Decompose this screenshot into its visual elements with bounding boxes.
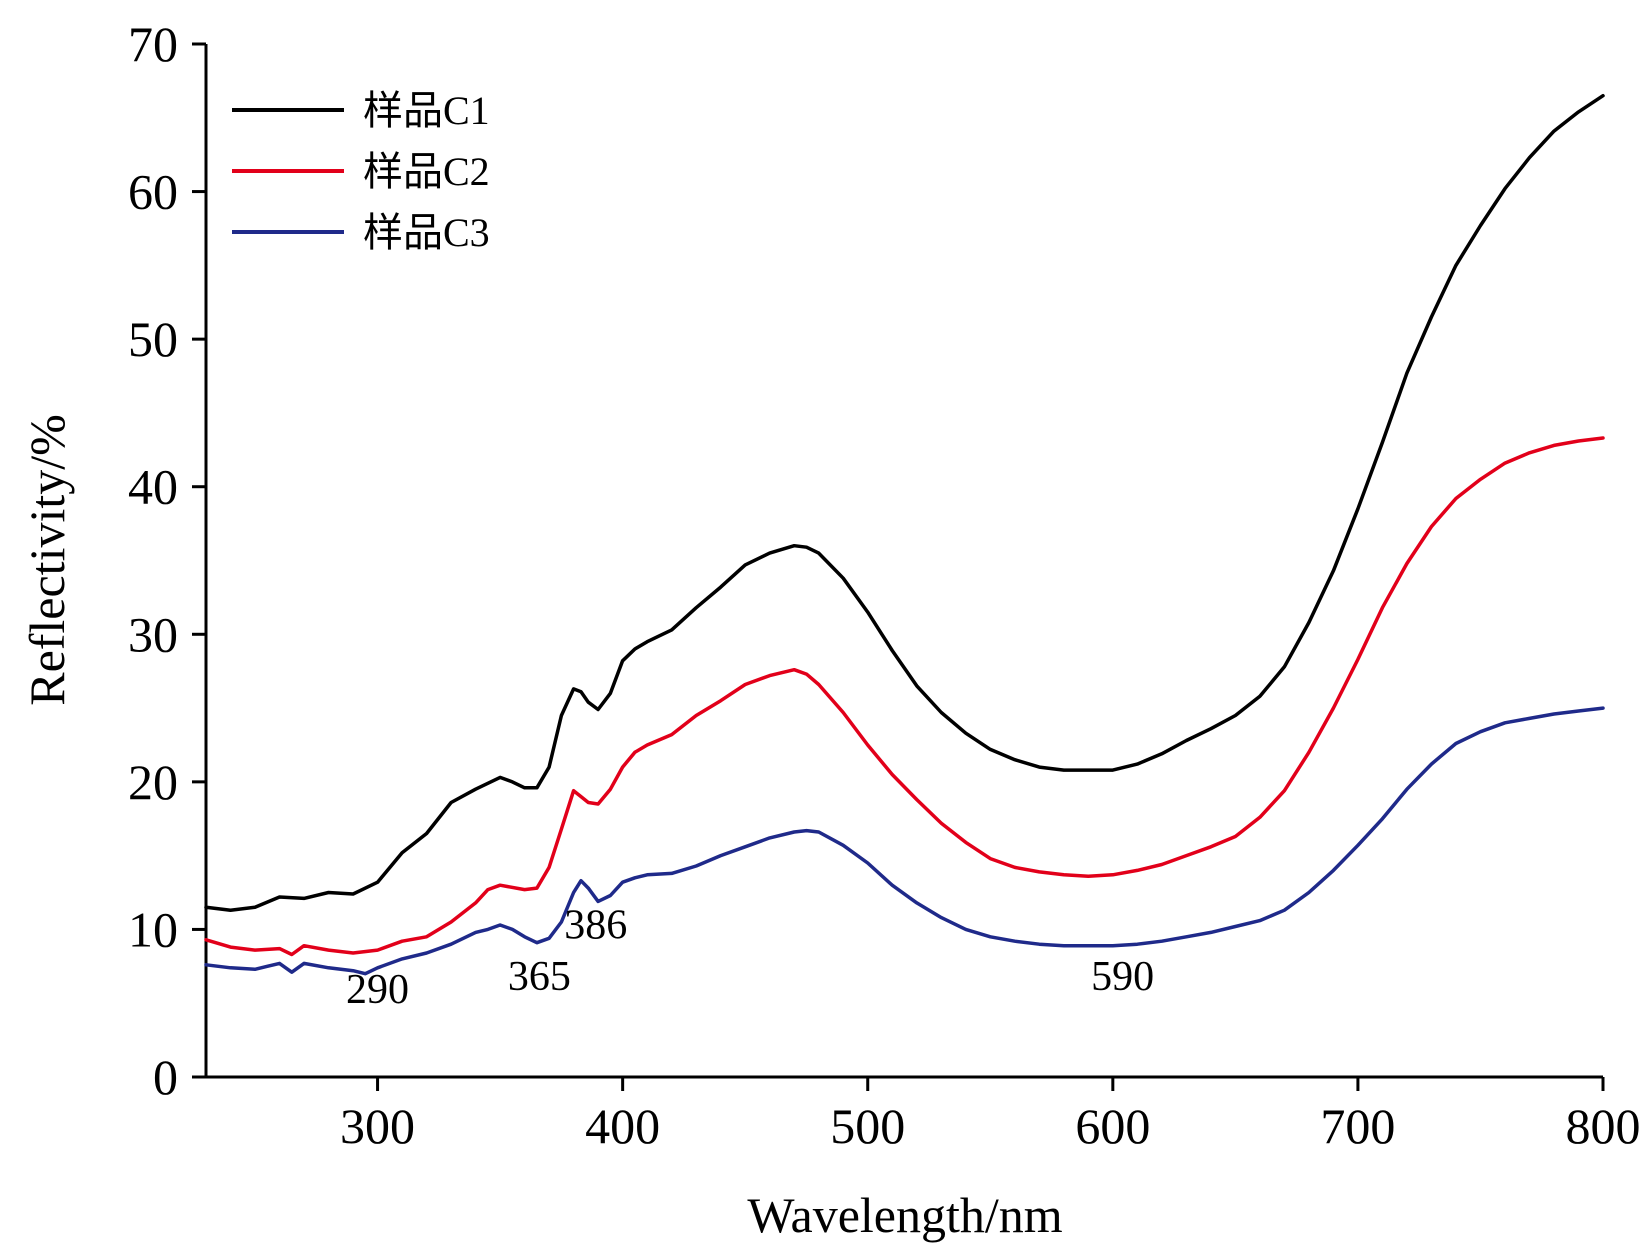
annotations: 290 365 386 590 [346,902,1154,1013]
legend: 样品C1 样品C2 样品C3 [232,88,490,255]
x-tick-label: 300 [340,1098,415,1154]
legend-label-3: 样品C3 [363,210,490,255]
y-axis-label: Reflectivity/% [19,414,75,706]
x-tick-label: 600 [1075,1098,1150,1154]
series-lines [204,93,1605,976]
legend-label-1: 样品C1 [363,88,490,133]
series-line-1 [204,93,1605,912]
x-tick-label: 400 [585,1098,660,1154]
annotation-label: 386 [564,902,627,948]
y-tick-label: 0 [153,1049,178,1105]
y-tick-label: 40 [128,459,178,515]
annotation-label: 365 [508,954,571,1000]
annotation-label: 590 [1091,954,1154,1000]
y-tick-label: 30 [128,606,178,662]
ticks: 300 400 500 600 700 800 0 10 20 30 40 50 60 70 [128,16,1641,1154]
y-tick-label: 20 [128,754,178,810]
x-tick-label: 700 [1320,1098,1395,1154]
x-tick-label: 800 [1566,1098,1641,1154]
y-tick-label: 60 [128,164,178,220]
x-tick-label: 500 [830,1098,905,1154]
series-line-3 [204,706,1605,976]
axes [204,44,1603,1079]
annotation-label: 290 [346,967,409,1013]
series-line-2 [204,436,1605,957]
legend-label-2: 样品C2 [363,149,490,194]
y-tick-label: 10 [128,901,178,957]
y-tick-label: 70 [128,16,178,72]
y-tick-label: 50 [128,311,178,367]
x-axis-label: Wavelength/nm [747,1187,1062,1243]
